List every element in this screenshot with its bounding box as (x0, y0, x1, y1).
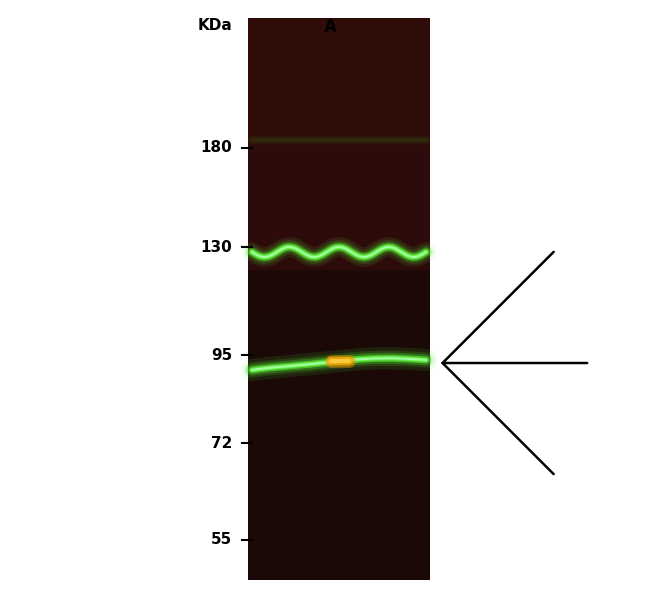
Bar (248, 18, 430, 580)
Text: 130: 130 (200, 239, 232, 254)
Bar (248, 18, 430, 140)
Bar (248, 140, 430, 270)
Text: A: A (324, 18, 337, 36)
Text: 180: 180 (200, 140, 232, 155)
Bar (248, 310, 430, 580)
Text: 95: 95 (211, 347, 232, 362)
Text: 55: 55 (211, 533, 232, 547)
Bar (248, 270, 430, 310)
Text: KDa: KDa (198, 18, 233, 33)
Text: 72: 72 (211, 435, 232, 451)
